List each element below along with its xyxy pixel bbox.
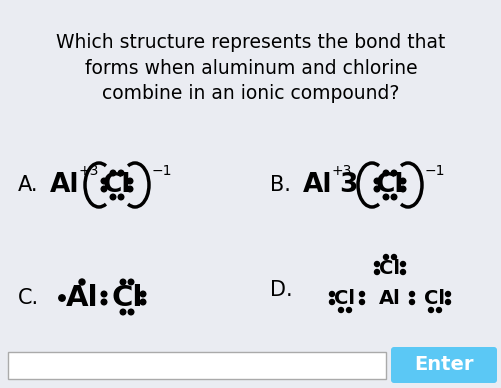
Circle shape: [128, 309, 134, 315]
Circle shape: [400, 262, 405, 267]
Circle shape: [59, 295, 65, 301]
Circle shape: [118, 170, 124, 176]
Text: Cl: Cl: [379, 258, 400, 277]
Circle shape: [120, 279, 126, 285]
Circle shape: [444, 300, 449, 305]
Circle shape: [382, 194, 388, 200]
Circle shape: [127, 178, 133, 184]
Text: Al: Al: [303, 172, 332, 198]
Text: −1: −1: [424, 164, 444, 178]
Circle shape: [338, 308, 343, 312]
Circle shape: [383, 255, 388, 260]
Circle shape: [79, 279, 85, 285]
Text: Cl: Cl: [424, 289, 444, 308]
Circle shape: [374, 270, 379, 274]
Text: 3: 3: [338, 172, 357, 198]
Circle shape: [374, 262, 379, 267]
Circle shape: [346, 308, 351, 312]
Text: A.: A.: [18, 175, 39, 195]
Circle shape: [101, 299, 107, 305]
Circle shape: [373, 178, 379, 184]
Circle shape: [390, 170, 396, 176]
Circle shape: [140, 299, 145, 305]
Circle shape: [359, 291, 364, 296]
Text: −1: −1: [152, 164, 172, 178]
Circle shape: [399, 186, 405, 192]
Circle shape: [118, 194, 124, 200]
Text: +3: +3: [331, 164, 352, 178]
Text: +3: +3: [79, 164, 99, 178]
Text: Cl: Cl: [334, 289, 355, 308]
Circle shape: [101, 178, 107, 184]
Circle shape: [127, 186, 133, 192]
Circle shape: [409, 291, 414, 296]
Circle shape: [329, 300, 334, 305]
Circle shape: [120, 309, 126, 315]
FancyBboxPatch shape: [390, 347, 496, 383]
Circle shape: [428, 308, 433, 312]
Text: Which structure represents the bond that
forms when aluminum and chlorine
combin: Which structure represents the bond that…: [56, 33, 445, 103]
Circle shape: [101, 186, 107, 192]
Text: Al: Al: [50, 172, 80, 198]
Circle shape: [140, 291, 145, 297]
Text: Al: Al: [66, 284, 98, 312]
Circle shape: [400, 270, 405, 274]
Text: Cl: Cl: [375, 172, 403, 198]
Circle shape: [373, 186, 379, 192]
Text: Enter: Enter: [413, 355, 473, 374]
Circle shape: [110, 194, 116, 200]
Circle shape: [329, 291, 334, 296]
FancyBboxPatch shape: [8, 352, 385, 379]
Text: Cl: Cl: [111, 284, 142, 312]
Circle shape: [399, 178, 405, 184]
Text: B.: B.: [270, 175, 290, 195]
Circle shape: [101, 291, 107, 297]
Circle shape: [444, 291, 449, 296]
Circle shape: [128, 279, 134, 285]
Text: C.: C.: [18, 288, 39, 308]
Circle shape: [359, 300, 364, 305]
Circle shape: [436, 308, 440, 312]
Text: Cl: Cl: [103, 172, 131, 198]
Text: Al: Al: [378, 289, 400, 308]
Circle shape: [391, 255, 396, 260]
Circle shape: [382, 170, 388, 176]
Text: D.: D.: [270, 280, 292, 300]
Circle shape: [110, 170, 116, 176]
Circle shape: [409, 300, 414, 305]
Circle shape: [390, 194, 396, 200]
